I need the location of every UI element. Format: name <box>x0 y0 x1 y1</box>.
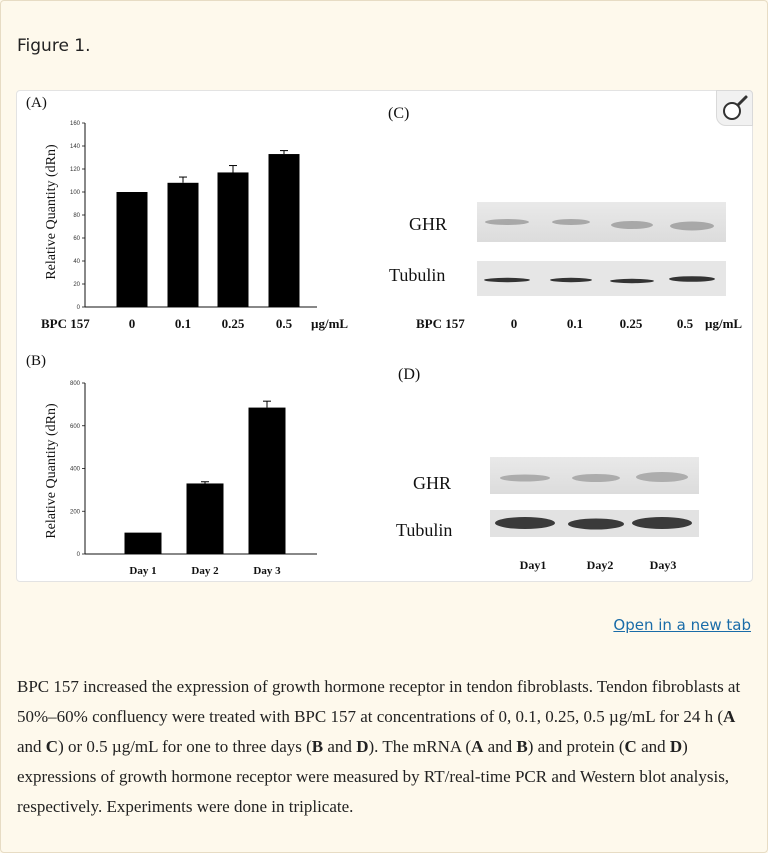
chart-a-ylabel: Relative Quantity (dRn) <box>44 144 59 280</box>
figure-image[interactable]: (A) (B) (C) (D) Relative Quantity (dRn) … <box>16 90 753 582</box>
bar <box>124 532 162 554</box>
blot-d-lane-3: Day3 <box>650 558 677 572</box>
blot-c-x-prefix: BPC 157 <box>416 316 465 331</box>
bar <box>186 483 224 554</box>
caption-text: and <box>636 737 670 756</box>
panel-a-label: (A) <box>26 95 47 111</box>
figure-svg: (A) (B) (C) (D) Relative Quantity (dRn) … <box>26 95 742 577</box>
blot-d-lane-1: Day1 <box>520 558 547 572</box>
blot-d-row-tubulin: Tubulin <box>396 520 452 540</box>
figure-caption: BPC 157 increased the expression of grow… <box>17 672 752 822</box>
caption-ref-d: D <box>669 737 683 756</box>
panel-c-label: (C) <box>388 105 409 122</box>
caption-ref-a: A <box>723 707 736 726</box>
blot-c-row-ghr: GHR <box>409 214 447 234</box>
y-tick-label: 40 <box>73 259 80 265</box>
x-tick-label: Day 2 <box>191 565 219 577</box>
blot-c-lane-1: 0 <box>511 316 518 331</box>
chart-b: Relative Quantity (dRn) 0 200 400 600 800 Day… <box>44 381 317 577</box>
magnifier-icon <box>723 95 748 120</box>
caption-text: BPC 157 increased the expression of grow… <box>17 677 741 726</box>
y-tick-label: 160 <box>70 121 81 127</box>
western-blot-c: GHR Tubulin BPC 157 0 0.1 0.25 0.5 µg/mL <box>389 202 742 331</box>
open-in-new-tab-link[interactable]: Open in a new tab <box>613 616 751 634</box>
y-tick-label: 600 <box>70 424 81 430</box>
y-tick-label: 60 <box>73 236 80 242</box>
chart-a-x-prefix: BPC 157 <box>41 316 90 331</box>
y-tick-label: 0 <box>77 305 81 311</box>
y-tick-label: 20 <box>73 282 80 288</box>
y-tick-label: 100 <box>70 190 81 196</box>
blot-c-lane-2: 0.1 <box>567 316 583 331</box>
blot-c-row-tubulin: Tubulin <box>389 265 445 285</box>
caption-text: ). The mRNA ( <box>368 737 472 756</box>
blot-c-lane-3: 0.25 <box>620 316 643 331</box>
caption-ref-c: C <box>624 737 637 756</box>
bar <box>268 154 300 307</box>
blot-c-lane-4: 0.5 <box>677 316 694 331</box>
x-tick-label: 0.1 <box>175 316 191 331</box>
western-blot-d: GHR Tubulin Day1 Day2 Day3 <box>396 457 699 572</box>
caption-text: ) or 0.5 µg/mL for one to three days ( <box>58 737 312 756</box>
y-tick-label: 120 <box>70 167 81 173</box>
x-tick-label: 0 <box>129 316 136 331</box>
bar <box>248 407 286 554</box>
y-tick-label: 80 <box>73 213 80 219</box>
caption-text: and <box>323 737 357 756</box>
panel-d-label: (D) <box>398 366 420 383</box>
blot-d-lane-2: Day2 <box>587 558 614 572</box>
y-tick-label: 0 <box>77 552 81 558</box>
y-tick-label: 140 <box>70 144 81 150</box>
caption-ref-d: D <box>356 737 369 756</box>
caption-ref-c: C <box>45 737 59 756</box>
caption-text: and <box>17 737 46 756</box>
chart-b-ylabel: Relative Quantity (dRn) <box>44 403 59 539</box>
bar <box>116 192 148 307</box>
chart-a: Relative Quantity (dRn) BPC 157 µg/mL 0 2… <box>41 121 348 331</box>
y-tick-label: 800 <box>70 381 81 387</box>
panel-b-label: (B) <box>26 353 46 369</box>
y-tick-label: 400 <box>70 467 81 473</box>
caption-ref-a: A <box>471 737 484 756</box>
x-tick-label: Day 1 <box>129 565 156 577</box>
zoom-button[interactable] <box>716 90 753 126</box>
caption-text: and <box>483 737 517 756</box>
figure-label: Figure 1. <box>17 36 91 56</box>
x-tick-label: 0.25 <box>222 316 245 331</box>
caption-ref-b: B <box>516 737 528 756</box>
blot-d-row-ghr: GHR <box>413 473 451 493</box>
caption-text: ) and protein ( <box>527 737 625 756</box>
bar <box>167 182 199 307</box>
bar <box>217 172 249 307</box>
x-tick-label: Day 3 <box>253 565 281 577</box>
blot-c-unit: µg/mL <box>705 316 742 331</box>
caption-text: ) expressions of growth hormone receptor… <box>17 737 730 816</box>
caption-ref-b: B <box>311 737 324 756</box>
chart-a-unit: µg/mL <box>311 316 348 331</box>
y-tick-label: 200 <box>70 509 81 515</box>
x-tick-label: 0.5 <box>276 316 293 331</box>
